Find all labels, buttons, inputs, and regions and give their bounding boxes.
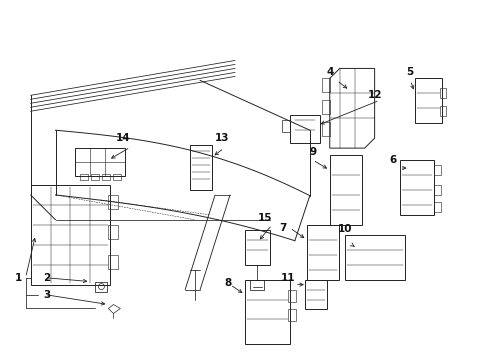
Bar bbox=[91, 174, 99, 180]
Bar bbox=[81, 174, 88, 180]
Bar bbox=[108, 225, 118, 239]
Bar bbox=[289, 115, 319, 143]
Bar bbox=[31, 185, 110, 285]
Bar bbox=[321, 100, 329, 114]
Text: 14: 14 bbox=[116, 133, 130, 143]
Bar bbox=[329, 155, 361, 225]
Bar bbox=[75, 148, 125, 176]
Bar bbox=[433, 202, 441, 212]
Text: 12: 12 bbox=[366, 90, 381, 100]
Bar bbox=[304, 280, 326, 310]
Bar bbox=[287, 310, 295, 321]
Text: 1: 1 bbox=[15, 273, 22, 283]
Text: 15: 15 bbox=[257, 213, 272, 223]
Text: 3: 3 bbox=[43, 289, 50, 300]
Text: 10: 10 bbox=[337, 224, 351, 234]
Bar bbox=[433, 165, 441, 175]
Text: 8: 8 bbox=[224, 278, 231, 288]
Bar bbox=[440, 88, 446, 98]
Text: 13: 13 bbox=[214, 133, 229, 143]
Bar bbox=[190, 145, 212, 190]
Text: 5: 5 bbox=[405, 67, 412, 77]
Text: 7: 7 bbox=[279, 223, 286, 233]
Bar bbox=[306, 225, 338, 280]
Bar bbox=[102, 174, 110, 180]
Bar bbox=[113, 174, 121, 180]
Bar bbox=[344, 235, 404, 280]
Bar bbox=[414, 78, 442, 123]
Bar bbox=[95, 282, 107, 292]
Text: 6: 6 bbox=[388, 155, 395, 165]
Bar bbox=[244, 280, 289, 345]
Text: 11: 11 bbox=[280, 273, 295, 283]
Bar bbox=[321, 122, 329, 136]
Bar bbox=[108, 255, 118, 269]
Text: 2: 2 bbox=[43, 273, 50, 283]
Bar bbox=[433, 185, 441, 195]
Bar bbox=[244, 230, 269, 265]
Text: 4: 4 bbox=[325, 67, 333, 77]
Bar bbox=[321, 78, 329, 92]
Bar bbox=[249, 280, 264, 289]
Text: 9: 9 bbox=[308, 147, 316, 157]
Bar bbox=[287, 289, 295, 302]
Bar bbox=[399, 160, 433, 215]
Bar bbox=[108, 195, 118, 209]
Bar bbox=[440, 106, 446, 116]
Bar bbox=[281, 120, 289, 132]
